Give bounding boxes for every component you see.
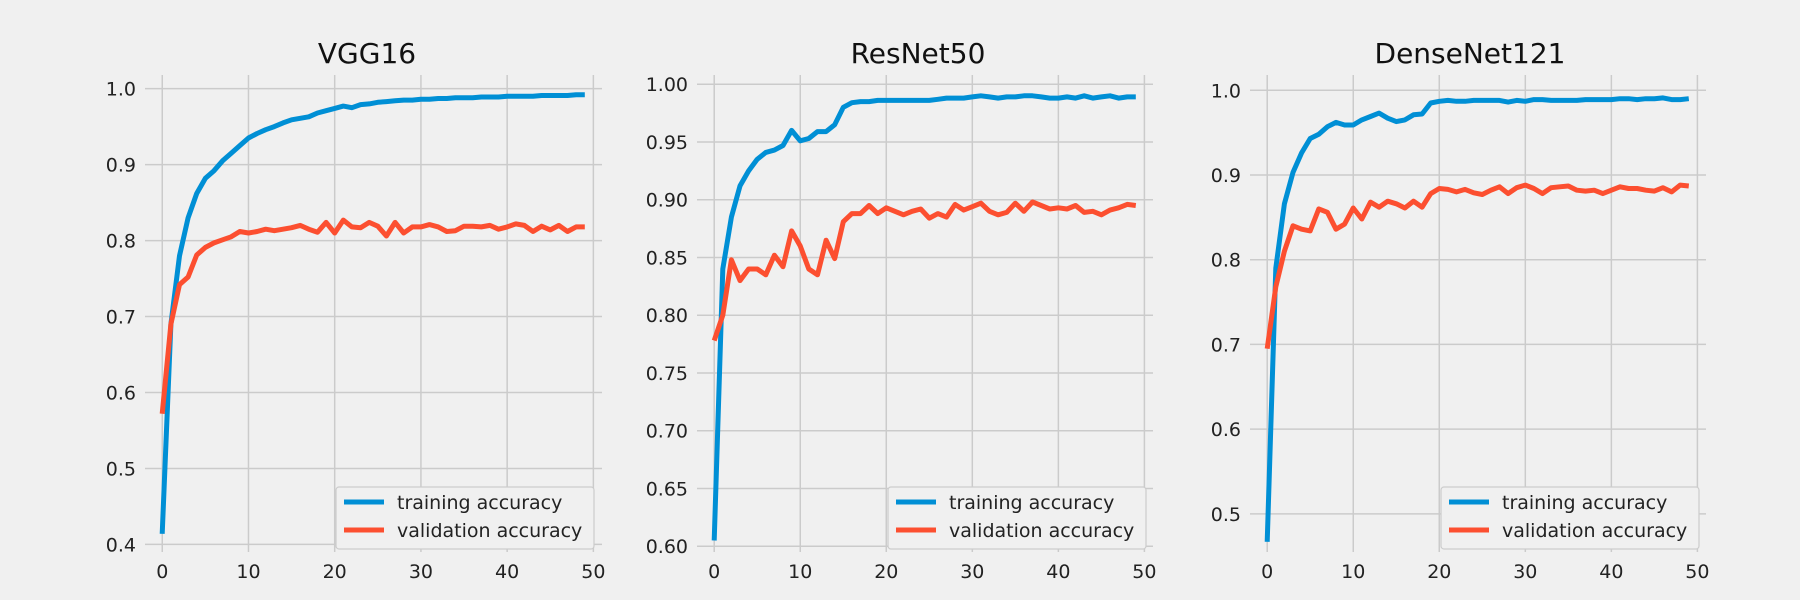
x-tick-label: 50: [1685, 561, 1709, 583]
y-tick-label: 0.9: [1211, 165, 1241, 187]
x-tick-label: 20: [874, 561, 898, 583]
series-line-validation-accuracy: [159, 217, 585, 415]
x-tick-labels: 0 10 20 30 40 50: [1261, 561, 1709, 583]
legend-label-validation: validation accuracy: [397, 520, 582, 542]
x-tick-labels: 0 10 20 30 40 50: [708, 561, 1156, 583]
chart-panel-resnet50: ResNet50 0.60 0.65 0.70 0.75 0.80 0.85 0.90 0.9…: [646, 37, 1157, 583]
x-tick-label: 30: [409, 561, 433, 583]
x-tick-label: 40: [495, 561, 519, 583]
series-line-training-accuracy: [711, 93, 1136, 541]
y-tick-label: 0.8: [106, 231, 136, 253]
legend-label-training: training accuracy: [949, 492, 1114, 514]
legend-label-validation: validation accuracy: [1502, 520, 1687, 542]
y-tick-label: 1.0: [1211, 80, 1241, 102]
x-tick-label: 50: [581, 561, 605, 583]
x-tick-label: 0: [156, 561, 168, 583]
legend-label-validation: validation accuracy: [949, 520, 1134, 542]
x-tick-label: 0: [1261, 561, 1273, 583]
chart-panel-densenet121: DenseNet121 0.5 0.6 0.7 0.8 0.9 1.0 0 10 20 30 40…: [1211, 37, 1710, 583]
series-lines: [711, 93, 1137, 541]
y-tick-labels: 0.60 0.65 0.70 0.75 0.80 0.85 0.90 0.95 1.00: [646, 74, 688, 558]
legend-label-training: training accuracy: [1502, 492, 1667, 514]
y-tick-label: 0.90: [646, 190, 688, 212]
x-tick-label: 10: [788, 561, 812, 583]
x-tick-label: 30: [960, 561, 984, 583]
y-tick-labels: 0.4 0.5 0.6 0.7 0.8 0.9 1.0: [106, 79, 136, 557]
x-tick-label: 40: [1599, 561, 1623, 583]
y-tick-label: 0.70: [646, 421, 688, 443]
legend-box: [887, 486, 1147, 550]
legend-label-training: training accuracy: [397, 492, 562, 514]
x-tick-label: 20: [1427, 561, 1451, 583]
y-tick-label: 0.7: [1211, 334, 1241, 356]
x-tick-label: 20: [323, 561, 347, 583]
legend-box: [1440, 486, 1700, 550]
x-tick-label: 50: [1132, 561, 1156, 583]
y-tick-label: 1.00: [646, 74, 688, 96]
y-tick-label: 0.80: [646, 305, 688, 327]
y-tick-label: 0.4: [106, 534, 136, 556]
y-tick-label: 0.6: [1211, 419, 1241, 441]
y-tick-label: 0.8: [1211, 250, 1241, 272]
series-line-validation-accuracy: [711, 199, 1137, 342]
y-tick-label: 0.6: [106, 382, 136, 404]
legend-box: [335, 486, 595, 550]
x-tick-label: 30: [1513, 561, 1537, 583]
chart-title: DenseNet121: [1375, 37, 1566, 70]
y-tick-labels: 0.5 0.6 0.7 0.8 0.9 1.0: [1211, 80, 1241, 526]
x-tick-label: 40: [1046, 561, 1070, 583]
y-tick-label: 0.65: [646, 478, 688, 500]
legend: training accuracy validation accuracy: [1440, 486, 1700, 550]
series-lines: [1264, 95, 1690, 542]
legend: training accuracy validation accuracy: [335, 486, 595, 550]
chart-panel-vgg16: VGG16 0.40.50.60.70.80.91.0 0 10 20 30 40 50 …: [106, 37, 606, 583]
series-line-training-accuracy: [159, 92, 585, 534]
x-tick-labels: 0 10 20 30 40 50: [156, 561, 605, 583]
y-tick-label: 0.5: [1211, 504, 1241, 526]
y-tick-label: 0.95: [646, 132, 688, 154]
series-line-validation-accuracy: [1264, 182, 1690, 350]
x-tick-label: 0: [708, 561, 720, 583]
y-tick-label: 0.9: [106, 155, 136, 177]
series-line-training-accuracy: [1264, 95, 1690, 542]
y-tick-label: 0.5: [106, 458, 136, 480]
series-lines: [159, 92, 585, 534]
y-tick-label: 0.85: [646, 247, 688, 269]
chart-title: VGG16: [318, 37, 416, 70]
y-tick-label: 1.0: [106, 79, 136, 101]
chart-title: ResNet50: [851, 37, 986, 70]
x-tick-label: 10: [236, 561, 260, 583]
legend: training accuracy validation accuracy: [887, 486, 1147, 550]
x-tick-label: 10: [1341, 561, 1365, 583]
y-tick-label: 0.75: [646, 363, 688, 385]
y-tick-label: 0.60: [646, 536, 688, 558]
y-tick-label: 0.7: [106, 307, 136, 329]
